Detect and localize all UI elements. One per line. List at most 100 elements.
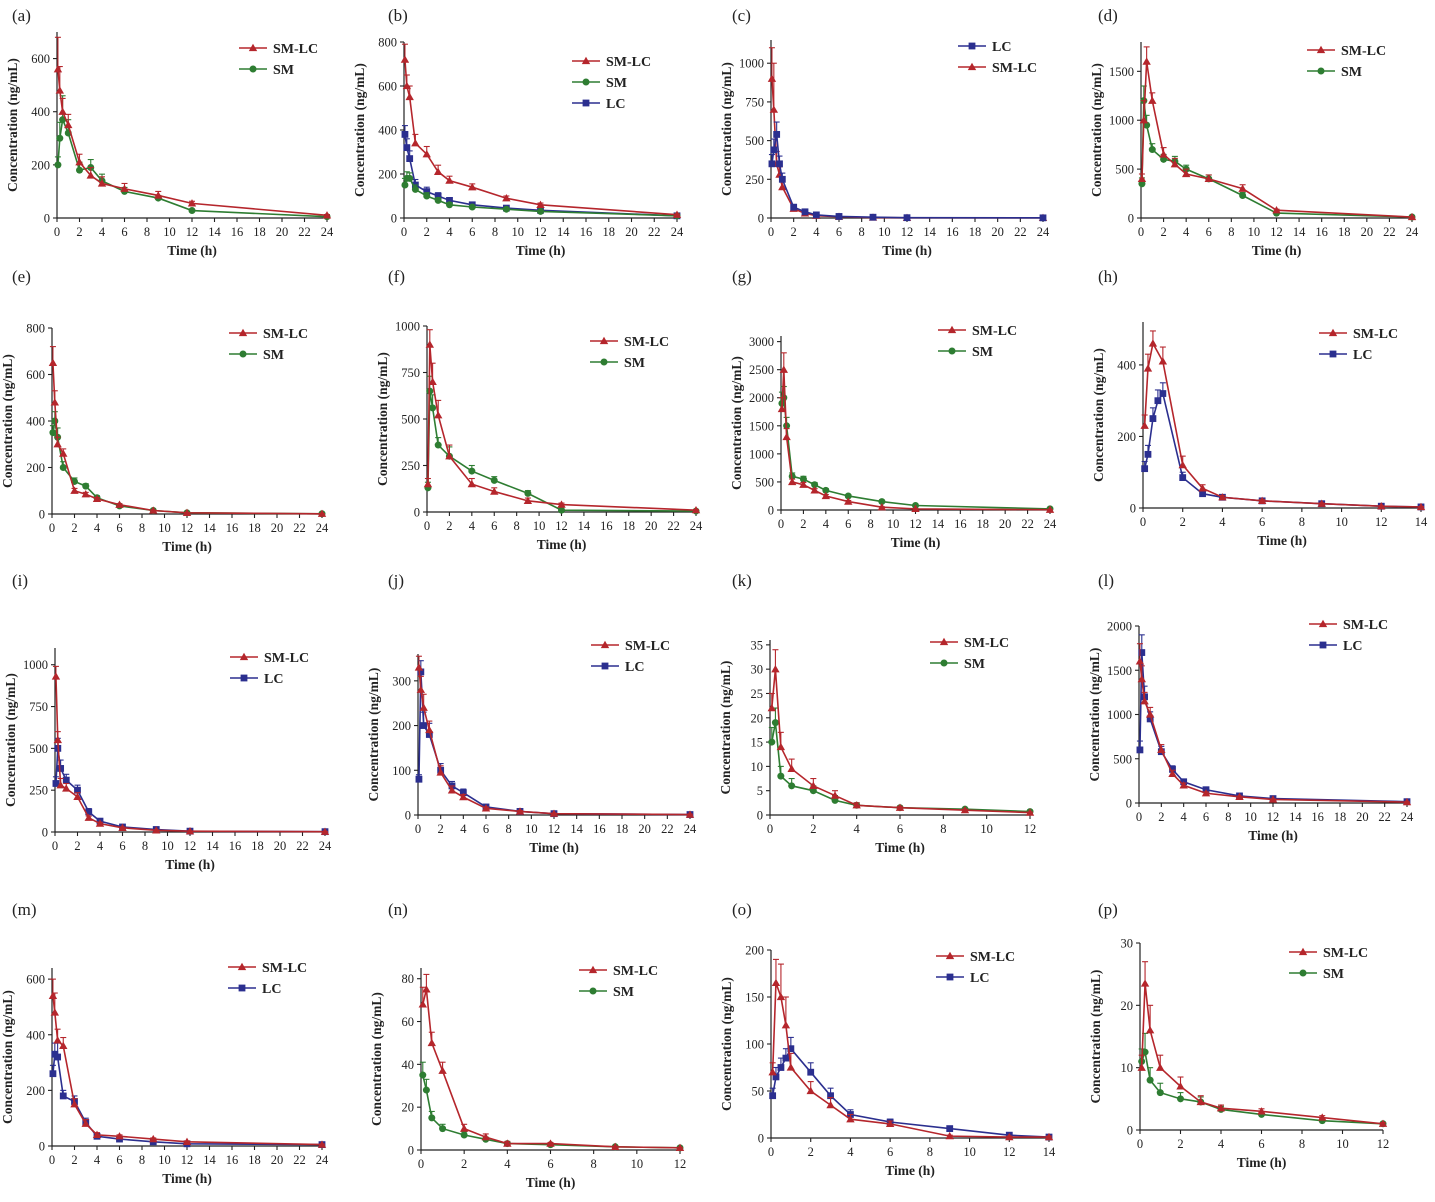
legend-entry-sm: SM bbox=[572, 76, 627, 91]
x-tick-label: 2 bbox=[1160, 225, 1166, 239]
data-point bbox=[1317, 499, 1326, 507]
data-point bbox=[400, 55, 410, 63]
data-point bbox=[149, 506, 158, 514]
legend-marker bbox=[1329, 350, 1337, 358]
x-tick-label: 14 bbox=[932, 517, 945, 531]
y-tick-label: 1500 bbox=[749, 419, 774, 433]
x-axis-title: Time (h) bbox=[167, 243, 217, 258]
x-tick-label: 20 bbox=[645, 519, 658, 533]
data-point bbox=[434, 411, 443, 419]
y-tick-label: 500 bbox=[755, 475, 774, 489]
y-tick-label: 750 bbox=[745, 95, 764, 109]
y-axis-title: Concentration (ng/mL) bbox=[729, 356, 744, 490]
x-tick-label: 22 bbox=[667, 519, 680, 533]
y-tick-label: 500 bbox=[745, 134, 764, 148]
x-tick-label: 4 bbox=[446, 225, 453, 239]
x-tick-label: 6 bbox=[836, 225, 842, 239]
data-point bbox=[779, 365, 789, 373]
panel-label: (a) bbox=[12, 6, 31, 25]
data-point bbox=[812, 211, 820, 219]
legend-label: LC bbox=[970, 971, 989, 986]
x-tick-label: 0 bbox=[424, 519, 430, 533]
legend-marker bbox=[249, 65, 257, 73]
data-point bbox=[92, 494, 102, 503]
legend-marker bbox=[940, 659, 948, 667]
chart-panel-k: (k) 0 2 4 6 8 10 12 0 5 10 15 20 25 30 35 Time (h) Concen… bbox=[718, 571, 1036, 855]
data-point bbox=[1140, 697, 1149, 705]
x-tick-label: 18 bbox=[1338, 225, 1351, 239]
y-tick-label: 200 bbox=[745, 944, 764, 958]
data-point bbox=[422, 985, 431, 993]
x-tick-label: 20 bbox=[271, 1153, 284, 1167]
x-tick-label: 20 bbox=[1356, 810, 1369, 824]
x-tick-label: 12 bbox=[534, 225, 547, 239]
data-point bbox=[776, 992, 786, 1001]
x-tick-label: 8 bbox=[492, 225, 498, 239]
panel-label: (k) bbox=[732, 571, 752, 590]
x-tick-label: 24 bbox=[1044, 517, 1057, 531]
data-point bbox=[1136, 746, 1144, 754]
data-point bbox=[810, 486, 819, 494]
data-point bbox=[57, 765, 65, 772]
x-tick-label: 10 bbox=[887, 517, 900, 531]
data-point bbox=[1201, 789, 1211, 797]
data-point bbox=[1139, 116, 1149, 124]
data-point bbox=[549, 809, 559, 817]
series-sm-lc bbox=[1140, 330, 1426, 511]
series-line bbox=[418, 671, 691, 816]
legend-label: LC bbox=[606, 97, 625, 112]
x-tick-label: 22 bbox=[648, 225, 661, 239]
x-tick-label: 4 bbox=[847, 1145, 854, 1159]
y-tick-label: 10 bbox=[751, 760, 764, 774]
data-point bbox=[782, 432, 791, 441]
data-point bbox=[772, 1073, 780, 1081]
legend-marker bbox=[599, 336, 609, 345]
x-tick-label: 2 bbox=[461, 1157, 467, 1171]
legend-label: SM bbox=[613, 985, 634, 1000]
data-point bbox=[846, 1115, 855, 1123]
data-point bbox=[446, 201, 453, 209]
data-point bbox=[771, 664, 780, 673]
data-point bbox=[771, 978, 781, 987]
data-point bbox=[835, 213, 843, 220]
data-point bbox=[436, 768, 445, 776]
data-point bbox=[790, 203, 798, 211]
data-point bbox=[425, 731, 433, 738]
series-line bbox=[771, 78, 1043, 219]
legend-entry-lc: LC bbox=[591, 660, 644, 675]
x-tick-label: 12 bbox=[1375, 515, 1388, 529]
data-point bbox=[55, 86, 65, 94]
data-point bbox=[58, 107, 67, 115]
y-tick-label: 100 bbox=[745, 1038, 764, 1052]
data-point bbox=[1198, 484, 1207, 492]
data-point bbox=[154, 191, 163, 199]
data-point bbox=[1181, 169, 1191, 178]
data-point bbox=[70, 486, 79, 494]
x-tick-label: 12 bbox=[909, 517, 922, 531]
x-tick-label: 4 bbox=[1219, 515, 1226, 529]
data-point bbox=[1137, 1063, 1146, 1071]
y-tick-label: 800 bbox=[26, 322, 45, 336]
y-tick-label: 250 bbox=[401, 459, 420, 473]
x-tick-label: 6 bbox=[1203, 810, 1209, 824]
x-tick-label: 24 bbox=[1037, 225, 1050, 239]
data-point bbox=[439, 1125, 447, 1133]
data-point bbox=[414, 663, 424, 671]
series-sm-lc bbox=[1137, 46, 1417, 221]
series-line bbox=[1140, 983, 1384, 1125]
data-point bbox=[771, 719, 779, 727]
x-tick-label: 6 bbox=[121, 225, 127, 239]
x-tick-label: 2 bbox=[791, 225, 797, 239]
x-tick-label: 4 bbox=[1181, 810, 1188, 824]
legend-label: SM-LC bbox=[263, 327, 308, 342]
data-point bbox=[446, 197, 453, 204]
data-point bbox=[49, 429, 57, 437]
data-point bbox=[53, 735, 63, 744]
data-point bbox=[429, 404, 437, 412]
data-point bbox=[811, 481, 819, 489]
data-point bbox=[1257, 496, 1267, 504]
x-tick-label: 2 bbox=[424, 225, 430, 239]
y-tick-label: 500 bbox=[1113, 752, 1132, 766]
data-point bbox=[1157, 745, 1166, 754]
data-point bbox=[428, 1114, 436, 1122]
